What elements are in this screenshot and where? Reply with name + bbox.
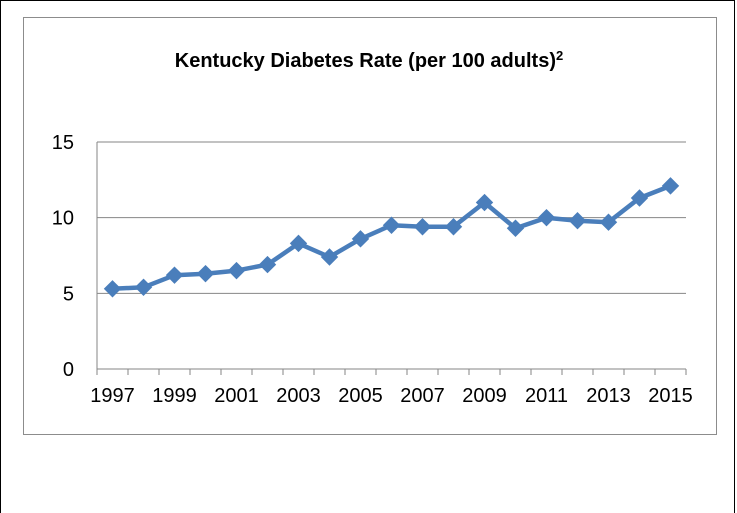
data-point-2004	[320, 248, 339, 266]
data-point-2006	[382, 216, 401, 234]
y-tick-label-5: 5	[63, 283, 74, 305]
data-point-2009	[475, 193, 494, 212]
data-point-2000	[196, 264, 215, 283]
chart-title-superscript: 2	[556, 48, 563, 63]
chart-area	[23, 17, 717, 435]
axes	[96, 142, 686, 370]
data-point-2002	[258, 255, 277, 274]
data-point-2003	[289, 234, 308, 253]
y-tick-label-10: 10	[52, 208, 74, 230]
data-point-1998	[134, 278, 153, 296]
series-line	[112, 183, 672, 292]
data-point-2012	[568, 211, 587, 230]
x-tick-label-2007: 2007	[400, 385, 445, 407]
data-point-1999	[165, 266, 184, 284]
data-point-2005	[351, 230, 370, 248]
x-tick-label-1997: 1997	[90, 385, 135, 407]
x-tick-label-2001: 2001	[214, 385, 259, 407]
x-tick-label-2009: 2009	[462, 385, 507, 407]
data-point-2013	[599, 213, 618, 231]
x-axis-ticks: 1997 1999 2001 2003 2005 2007 2009 2011 2013 2015	[90, 369, 693, 407]
x-tick-label-1999: 1999	[152, 385, 197, 407]
data-point-2010	[506, 219, 525, 237]
x-tick-label-2011: 2011	[525, 385, 568, 407]
data-point-2011	[537, 208, 556, 227]
data-point-1997	[103, 280, 122, 298]
y-tick-label-15: 15	[52, 132, 74, 154]
data-point-2008	[444, 218, 463, 236]
data-point-2014	[630, 189, 649, 207]
series-group	[103, 177, 680, 298]
chart-title: Kentucky Diabetes Rate (per 100 adults)2	[175, 48, 563, 72]
chart-title-text: Kentucky Diabetes Rate (per 100 adults)	[175, 50, 556, 72]
x-tick-label-2003: 2003	[276, 385, 321, 407]
data-point-2007	[413, 218, 432, 236]
x-tick-label-2015: 2015	[648, 385, 693, 407]
x-tick-label-2005: 2005	[338, 385, 383, 407]
y-tick-label-0: 0	[63, 359, 74, 381]
data-point-2015	[661, 177, 680, 195]
y-axis-ticks: 0 5 10 15	[52, 132, 74, 381]
x-tick-label-2013: 2013	[586, 385, 631, 407]
data-point-2001	[227, 261, 246, 280]
